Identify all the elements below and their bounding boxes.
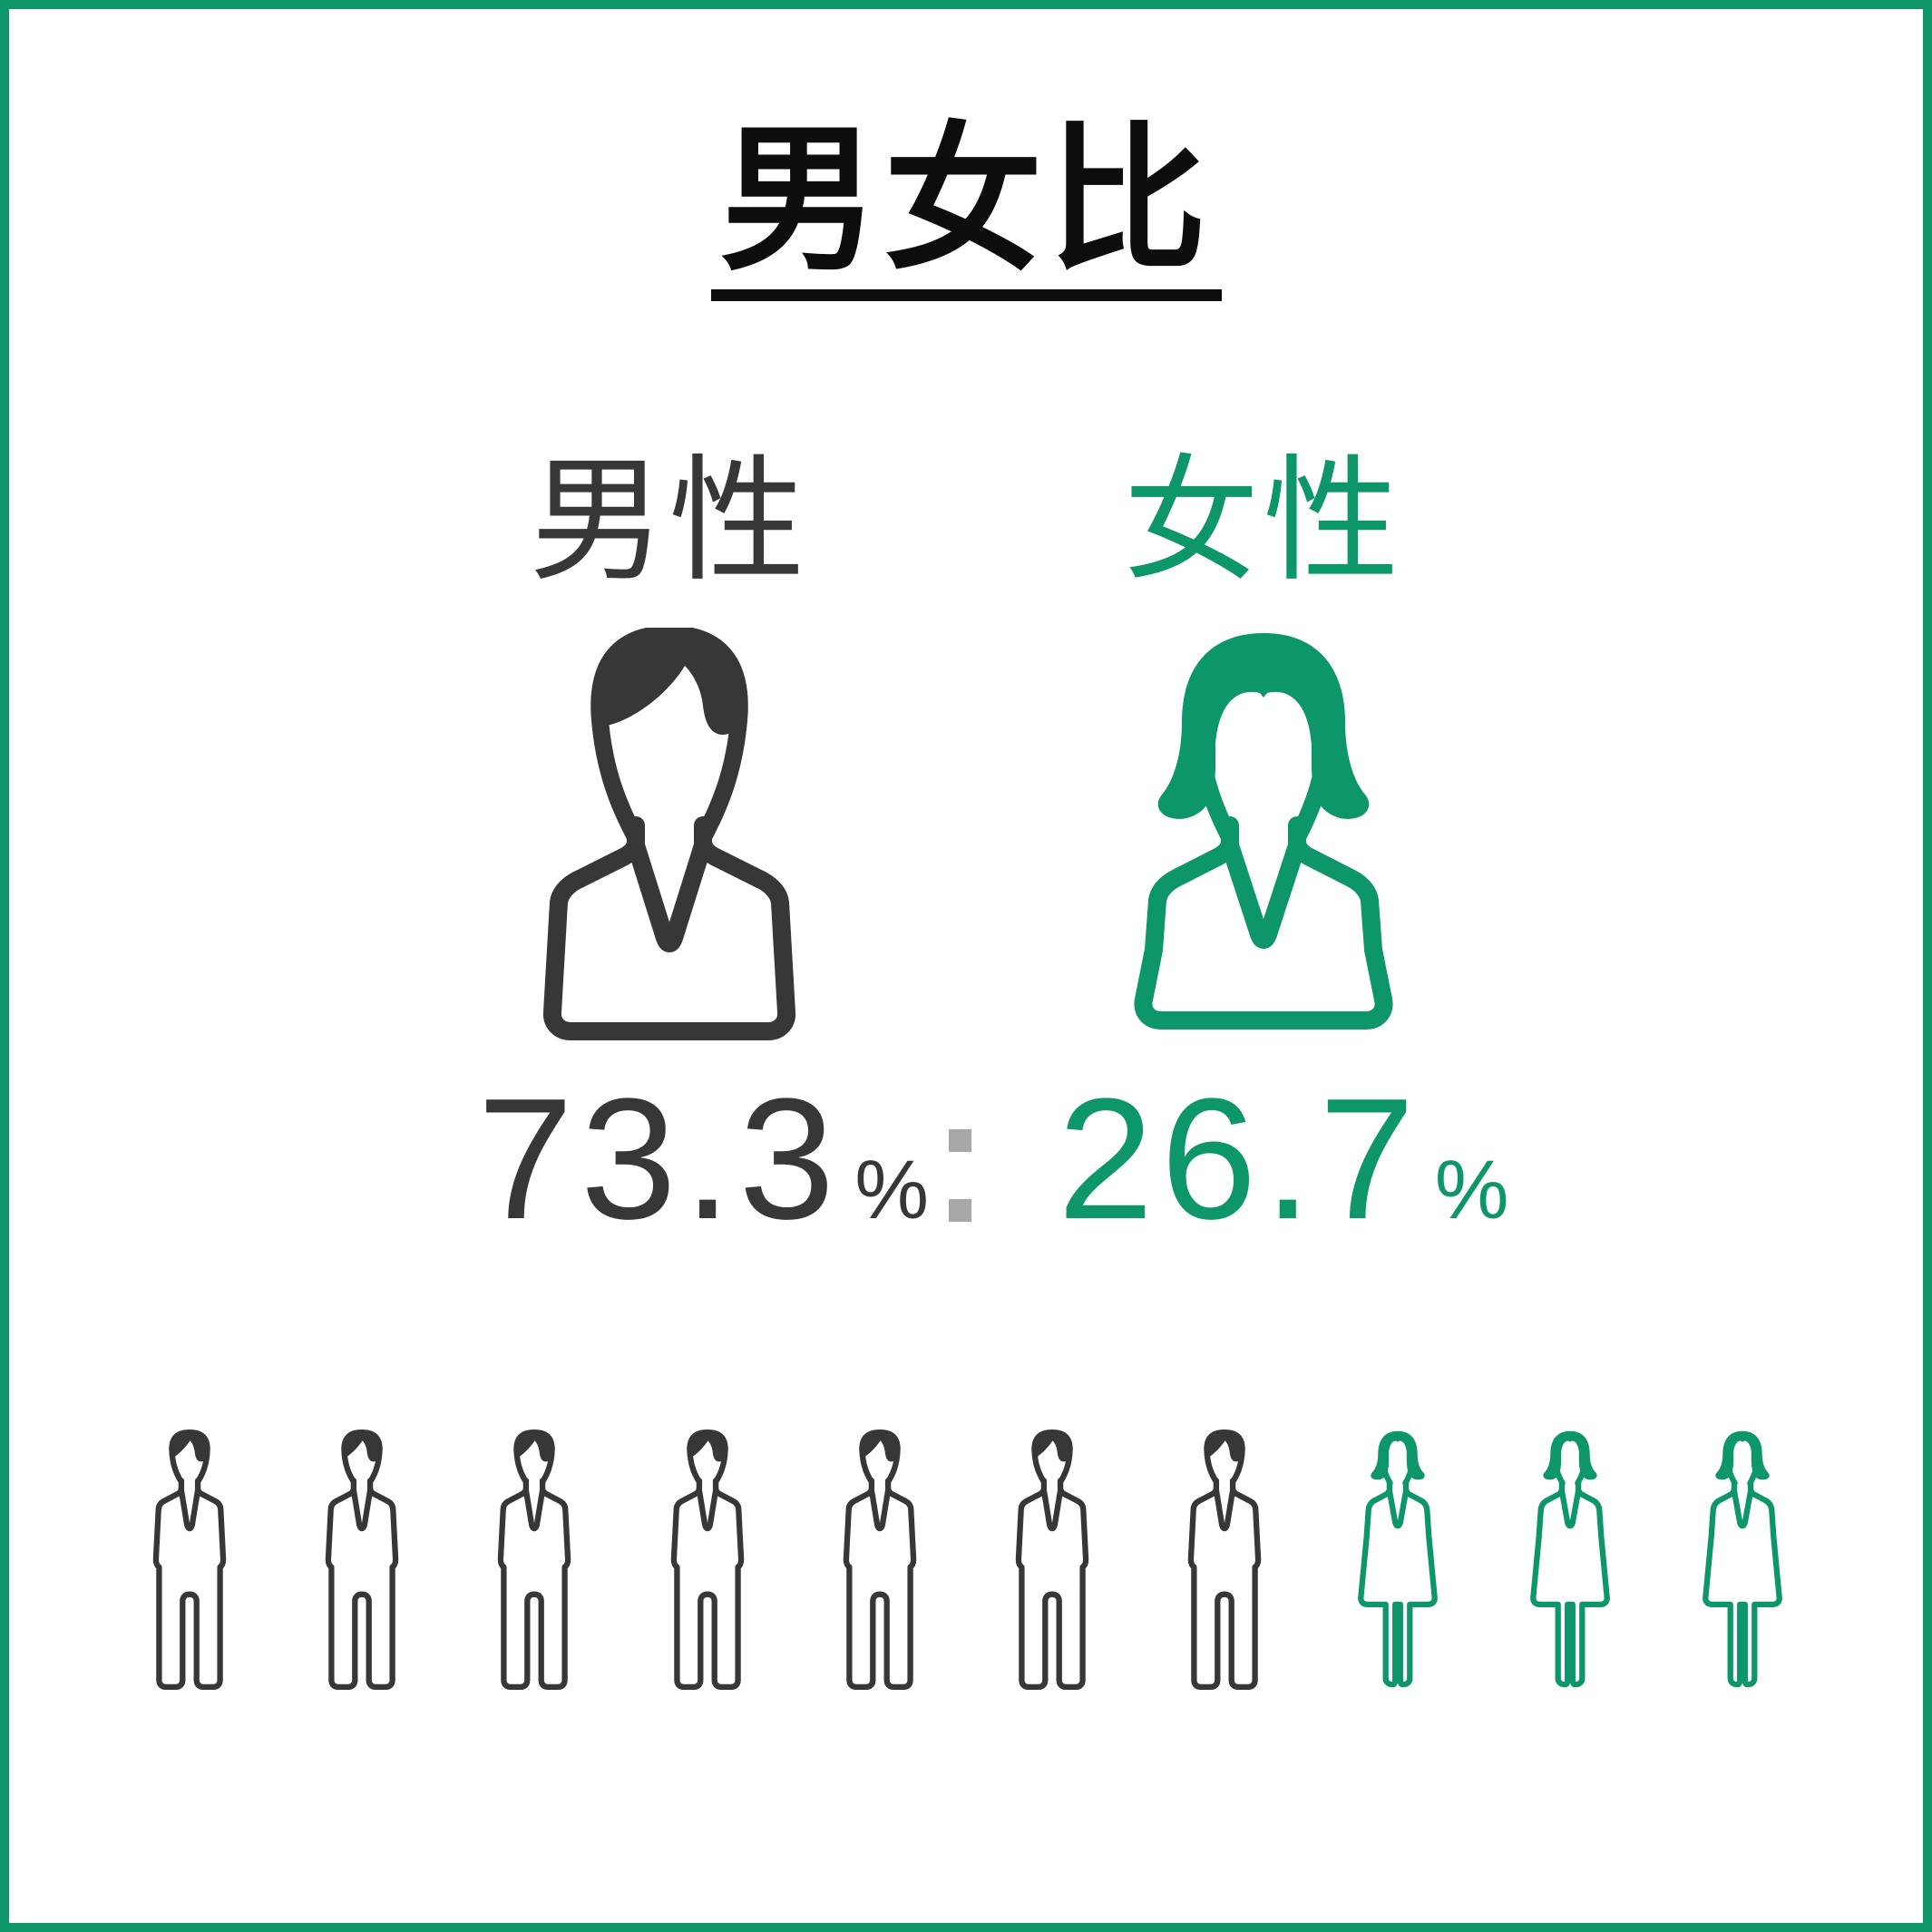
male-figure-icon (490, 1429, 579, 1695)
male-value: 73.3 (477, 1062, 843, 1255)
male-figure-icon (1180, 1429, 1269, 1695)
female-percentage: 26.7 % (1058, 1073, 1509, 1245)
female-figure-icon (1353, 1429, 1442, 1695)
male-label: 男性 (529, 444, 809, 597)
separator-dot-top (949, 1128, 971, 1152)
title-wrap: 男女比 (9, 122, 1923, 301)
female-value: 26.7 (1058, 1062, 1422, 1255)
female-unit: % (1434, 1143, 1509, 1236)
female-figure-icon (1698, 1429, 1787, 1695)
male-figure-icon (663, 1429, 752, 1695)
pictogram-row (145, 1429, 1787, 1695)
female-bust-icon (1133, 632, 1393, 1029)
ratio-separator-icon (949, 1073, 971, 1222)
male-unit: % (854, 1143, 929, 1236)
male-figure-icon (317, 1429, 406, 1695)
separator-dot-bottom (949, 1198, 971, 1222)
female-figure-icon (1526, 1429, 1615, 1695)
female-column: 女性 (1068, 444, 1459, 1049)
page-title: 男女比 (710, 122, 1222, 301)
male-figure-icon (835, 1429, 924, 1695)
male-bust-icon (542, 627, 795, 1040)
male-column: 男性 (474, 444, 864, 1049)
male-figure-icon (145, 1429, 234, 1695)
gender-columns: 男性 女性 (9, 444, 1923, 1049)
female-label: 女性 (1123, 444, 1403, 597)
ratio-row: 73.3 % 26.7 % (36, 1073, 1923, 1245)
male-figure-icon (1008, 1429, 1097, 1695)
male-percentage: 73.3 % (477, 1073, 929, 1245)
